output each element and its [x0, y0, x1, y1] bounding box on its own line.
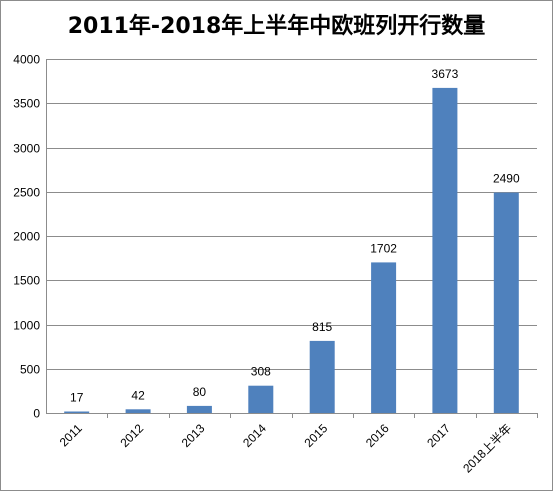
data-label: 308 [251, 365, 271, 379]
x-tick-label: 2014 [240, 421, 269, 450]
bar [493, 192, 519, 413]
y-tick-label: 2000 [13, 230, 40, 244]
bar [125, 409, 151, 413]
y-tick-label: 3000 [13, 142, 40, 156]
y-tick-label: 3500 [13, 97, 40, 111]
bar [64, 411, 90, 413]
x-tick-label: 2017 [424, 421, 453, 450]
bar [248, 385, 274, 413]
chart-title: 2011年-2018年上半年中欧班列开行数量 [67, 14, 486, 39]
y-tick-label: 0 [33, 407, 40, 421]
x-tick-label: 2012 [117, 421, 146, 450]
data-label: 42 [131, 388, 145, 402]
x-tick-label: 2015 [302, 421, 331, 450]
data-label: 80 [193, 385, 207, 399]
data-label: 2490 [493, 172, 520, 186]
y-tick-label: 4000 [13, 53, 40, 67]
bar [432, 87, 458, 414]
y-tick-label: 2500 [13, 186, 40, 200]
bar [186, 405, 212, 413]
x-tick-label: 2018上半年 [460, 421, 514, 475]
data-label: 1702 [370, 241, 397, 255]
bar [371, 262, 397, 413]
data-label: 3673 [432, 67, 459, 81]
y-tick-label: 1000 [13, 319, 40, 333]
bar [309, 340, 335, 413]
y-tick-label: 1500 [13, 274, 40, 288]
data-label: 17 [70, 391, 84, 405]
x-tick-label: 2011 [57, 421, 85, 449]
data-label: 815 [312, 320, 332, 334]
y-tick-label: 500 [20, 363, 40, 377]
x-tick-label: 2013 [179, 421, 208, 450]
x-tick-label: 2016 [363, 421, 392, 450]
